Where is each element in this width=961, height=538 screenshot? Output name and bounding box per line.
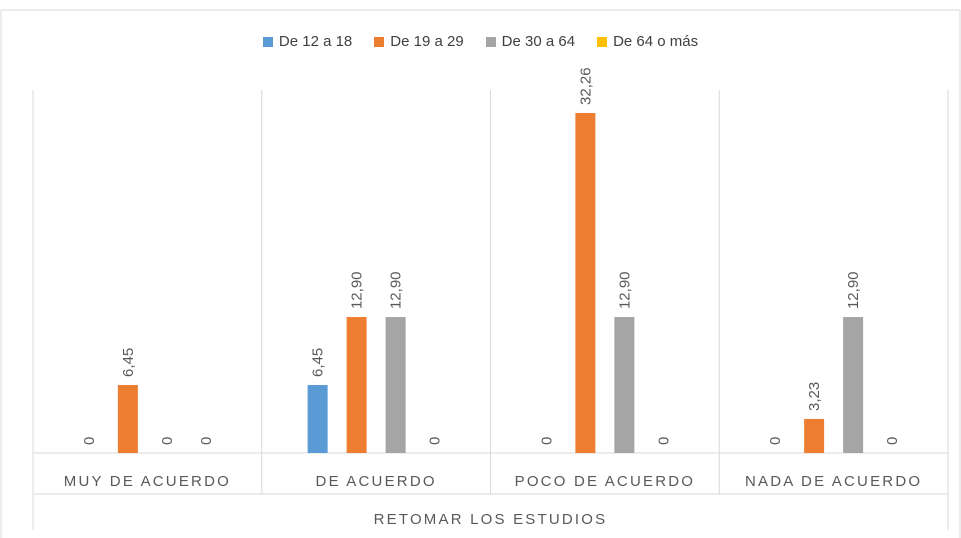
data-label: 0 (884, 437, 901, 445)
data-label: 0 (427, 437, 444, 445)
bar (307, 385, 328, 453)
x-axis-title: RETOMAR LOS ESTUDIOS (374, 511, 608, 528)
category-label: MUY DE ACUERDO (64, 473, 231, 490)
data-label: 0 (198, 437, 215, 445)
legend-item-64-plus: De 64 o más (597, 33, 698, 50)
data-label: 12,90 (349, 271, 366, 309)
data-label: 0 (81, 437, 98, 445)
bar (117, 385, 138, 453)
legend-label-30-64: De 30 a 64 (501, 33, 576, 50)
legend-label-12-18: De 12 a 18 (278, 33, 353, 50)
legend-item-12-18: De 12 a 18 (262, 33, 353, 50)
legend-label-19-29: De 19 a 29 (390, 33, 464, 50)
data-label: 3,23 (806, 382, 823, 411)
data-label: 12,90 (616, 271, 633, 309)
bar (843, 317, 864, 453)
legend-swatch-12-18 (262, 36, 273, 47)
data-label: 0 (538, 437, 555, 445)
bar (575, 112, 596, 453)
legend-swatch-19-29 (374, 36, 385, 47)
bar (346, 317, 367, 453)
data-label: 12,90 (388, 271, 405, 309)
legend: De 12 a 18 De 19 a 29 De 30 a 64 De 64 o… (0, 33, 961, 50)
data-label: 6,45 (310, 348, 327, 377)
data-label: 0 (767, 437, 784, 445)
category-label: DE ACUERDO (316, 473, 437, 490)
legend-swatch-30-64 (485, 36, 496, 47)
legend-swatch-64-plus (597, 36, 608, 47)
data-label: 0 (159, 437, 176, 445)
category-label: NADA DE ACUERDO (745, 473, 922, 490)
data-label: 12,90 (845, 271, 862, 309)
legend-item-19-29: De 19 a 29 (374, 33, 464, 50)
bar (385, 317, 406, 453)
category-label: POCO DE ACUERDO (515, 473, 696, 490)
bar (614, 317, 635, 453)
data-label: 0 (655, 437, 672, 445)
legend-item-30-64: De 30 a 64 (485, 33, 576, 50)
bar (804, 418, 825, 453)
legend-label-64-plus: De 64 o más (613, 33, 699, 50)
data-label: 32,26 (577, 67, 594, 105)
data-label: 6,45 (120, 348, 137, 377)
